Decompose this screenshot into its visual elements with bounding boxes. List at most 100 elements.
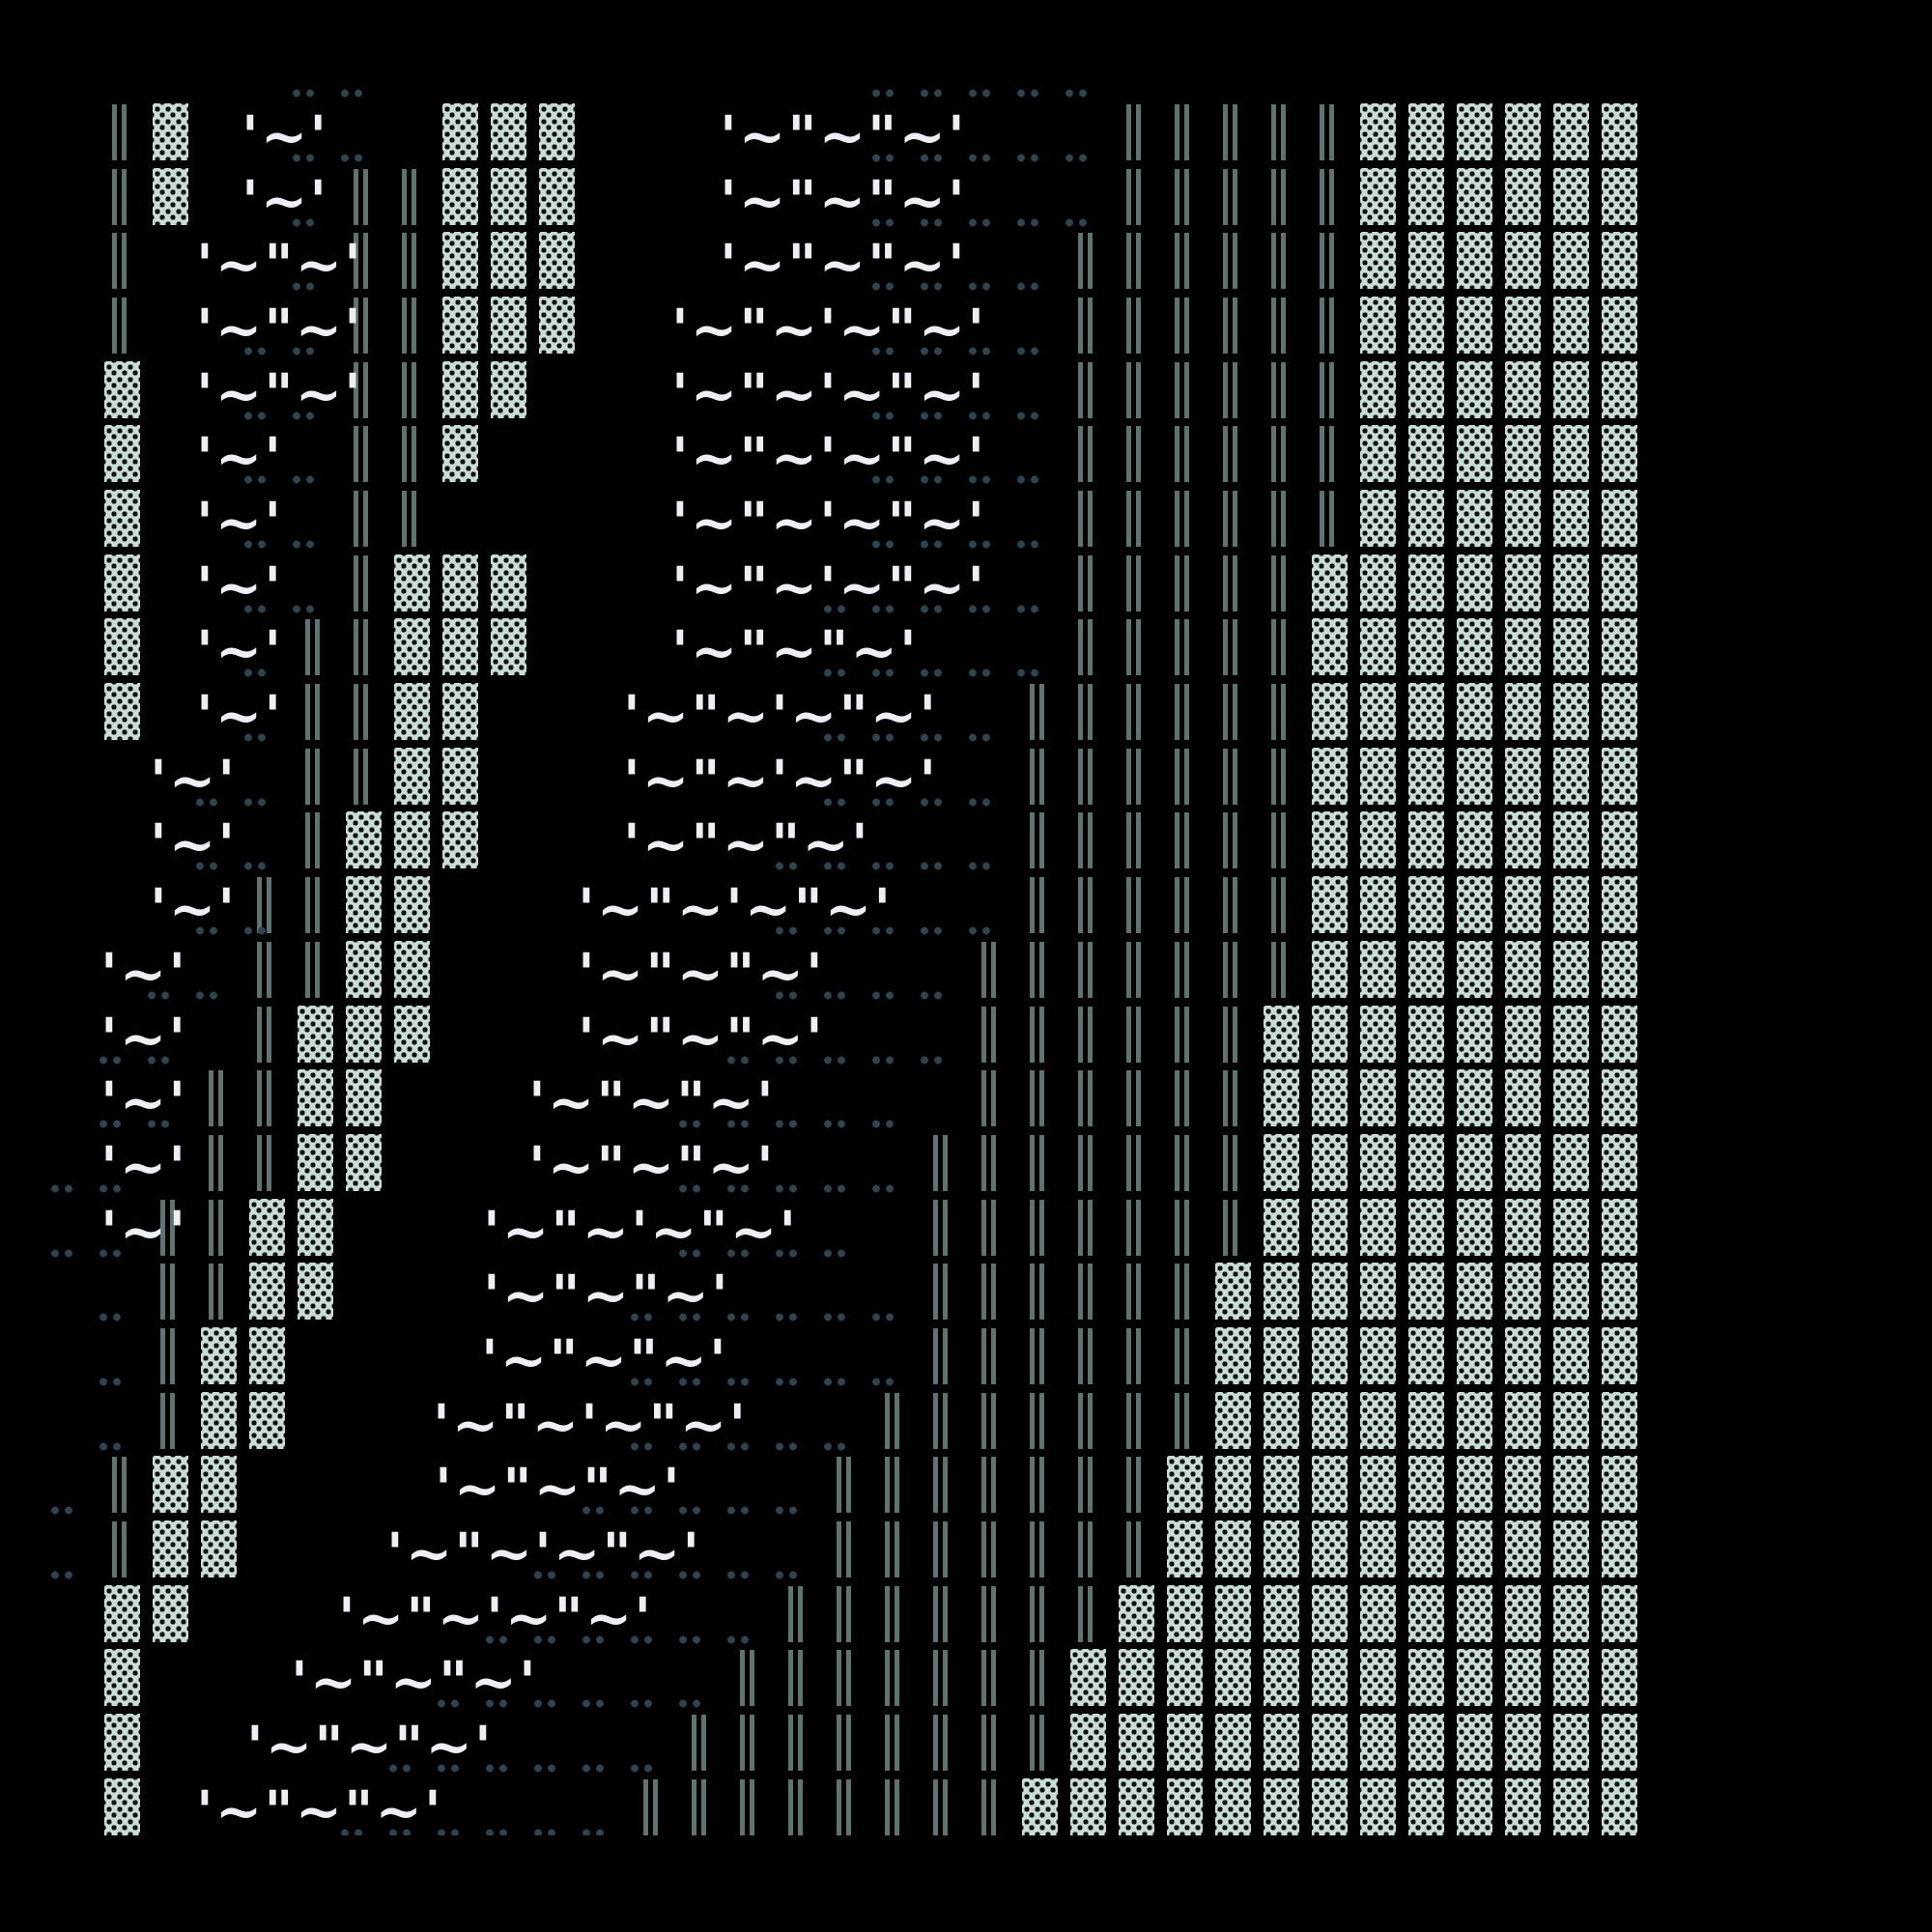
water-tile[interactable]: '~"~'~"~' — [623, 683, 939, 750]
shaded-terrain-tile[interactable] — [394, 683, 430, 741]
double-wall-tile[interactable] — [1126, 426, 1141, 483]
double-wall-tile[interactable] — [1175, 812, 1189, 869]
shaded-terrain-tile[interactable] — [1602, 554, 1637, 611]
double-wall-tile[interactable] — [1223, 168, 1237, 225]
ground-dots-tile[interactable] — [243, 347, 269, 356]
ground-dots-tile[interactable] — [292, 604, 317, 613]
double-wall-tile[interactable] — [1175, 426, 1189, 483]
ground-dots-tile[interactable] — [1016, 89, 1041, 99]
double-wall-tile[interactable] — [1175, 619, 1189, 676]
ground-dots-tile[interactable] — [726, 1634, 752, 1644]
shaded-terrain-tile[interactable] — [1457, 1520, 1492, 1577]
ground-dots-tile[interactable] — [968, 411, 993, 420]
double-wall-tile[interactable] — [740, 1715, 754, 1771]
double-wall-tile[interactable] — [1223, 298, 1237, 355]
double-wall-tile[interactable] — [1175, 1264, 1189, 1321]
double-wall-tile[interactable] — [1030, 1457, 1044, 1514]
ground-dots-tile[interactable] — [678, 1634, 703, 1644]
ground-dots-tile[interactable] — [968, 797, 993, 807]
double-wall-tile[interactable] — [1078, 1327, 1093, 1384]
double-wall-tile[interactable] — [1175, 1006, 1189, 1063]
shaded-terrain-tile[interactable] — [1408, 876, 1444, 934]
shaded-terrain-tile[interactable] — [1602, 1520, 1637, 1577]
shaded-terrain-tile[interactable] — [1360, 1584, 1396, 1642]
shaded-terrain-tile[interactable] — [1408, 554, 1444, 611]
ground-dots-tile[interactable] — [630, 1634, 655, 1644]
double-wall-tile[interactable] — [1320, 168, 1334, 225]
double-wall-tile[interactable] — [209, 1070, 223, 1127]
double-wall-tile[interactable] — [1126, 233, 1141, 290]
shaded-terrain-tile[interactable] — [1553, 167, 1589, 225]
double-wall-tile[interactable] — [1126, 1327, 1141, 1384]
shaded-terrain-tile[interactable] — [1602, 1263, 1637, 1321]
shaded-terrain-tile[interactable] — [346, 1133, 382, 1191]
ground-dots-tile[interactable] — [823, 1055, 848, 1065]
shaded-terrain-tile[interactable] — [539, 103, 575, 160]
shaded-terrain-tile[interactable] — [1553, 232, 1589, 290]
shaded-terrain-tile[interactable] — [1553, 554, 1589, 611]
double-wall-tile[interactable] — [933, 1778, 948, 1835]
double-wall-tile[interactable] — [837, 1715, 851, 1771]
shaded-terrain-tile[interactable] — [1505, 1133, 1541, 1191]
ground-dots-tile[interactable] — [630, 1699, 655, 1709]
double-wall-tile[interactable] — [1078, 298, 1093, 355]
shaded-terrain-tile[interactable] — [1505, 232, 1541, 290]
ground-dots-tile[interactable] — [485, 1634, 510, 1644]
water-tile[interactable]: '~"~'~"~' — [671, 297, 987, 363]
shaded-terrain-tile[interactable] — [104, 1649, 140, 1707]
double-wall-tile[interactable] — [112, 233, 127, 290]
double-wall-tile[interactable] — [402, 491, 416, 548]
double-wall-tile[interactable] — [1078, 1070, 1093, 1127]
shaded-terrain-tile[interactable] — [1264, 1069, 1299, 1127]
shaded-terrain-tile[interactable] — [1457, 618, 1492, 676]
shaded-terrain-tile[interactable] — [1457, 1133, 1492, 1191]
shaded-terrain-tile[interactable] — [1553, 1005, 1589, 1063]
double-wall-tile[interactable] — [354, 426, 368, 483]
double-wall-tile[interactable] — [1126, 619, 1141, 676]
shaded-terrain-tile[interactable] — [1408, 811, 1444, 869]
ground-dots-tile[interactable] — [678, 1441, 703, 1451]
shaded-terrain-tile[interactable] — [1360, 1133, 1396, 1191]
double-wall-tile[interactable] — [933, 1199, 948, 1256]
shaded-terrain-tile[interactable] — [1360, 1198, 1396, 1256]
shaded-terrain-tile[interactable] — [1457, 1649, 1492, 1707]
shaded-terrain-tile[interactable] — [1264, 1777, 1299, 1835]
shaded-terrain-tile[interactable] — [1264, 1263, 1299, 1321]
double-wall-tile[interactable] — [1126, 1392, 1141, 1449]
ground-dots-tile[interactable] — [871, 475, 896, 485]
double-wall-tile[interactable] — [981, 1006, 996, 1063]
shaded-terrain-tile[interactable] — [1602, 1714, 1637, 1771]
double-wall-tile[interactable] — [1126, 684, 1141, 741]
shaded-terrain-tile[interactable] — [201, 1520, 237, 1577]
shaded-terrain-tile[interactable] — [298, 1198, 333, 1256]
shaded-terrain-tile[interactable] — [1360, 1714, 1396, 1771]
shaded-terrain-tile[interactable] — [1457, 425, 1492, 483]
water-tile[interactable]: '~"~"~' — [291, 1649, 538, 1716]
shaded-terrain-tile[interactable] — [1457, 1005, 1492, 1063]
shaded-terrain-tile[interactable] — [153, 103, 188, 160]
double-wall-tile[interactable] — [981, 1520, 996, 1577]
double-wall-tile[interactable] — [257, 1070, 271, 1127]
shaded-terrain-tile[interactable] — [298, 1133, 333, 1191]
ground-dots-tile[interactable] — [1016, 475, 1041, 485]
shaded-terrain-tile[interactable] — [1408, 1391, 1444, 1449]
double-wall-tile[interactable] — [981, 1392, 996, 1449]
shaded-terrain-tile[interactable] — [1505, 1005, 1541, 1063]
shaded-terrain-tile[interactable] — [1312, 554, 1348, 611]
ground-dots-tile[interactable] — [823, 862, 848, 871]
double-wall-tile[interactable] — [1030, 1520, 1044, 1577]
shaded-terrain-tile[interactable] — [491, 103, 526, 160]
ground-dots-tile[interactable] — [920, 990, 945, 1000]
shaded-terrain-tile[interactable] — [1408, 747, 1444, 805]
ground-dots-tile[interactable] — [195, 862, 220, 871]
ground-dots-tile[interactable] — [871, 411, 896, 420]
double-wall-tile[interactable] — [305, 941, 320, 998]
double-wall-tile[interactable] — [112, 104, 127, 160]
double-wall-tile[interactable] — [1223, 812, 1237, 869]
double-wall-tile[interactable] — [1320, 233, 1334, 290]
shaded-terrain-tile[interactable] — [1457, 360, 1492, 418]
shaded-terrain-tile[interactable] — [1505, 1326, 1541, 1384]
ground-dots-tile[interactable] — [485, 1828, 510, 1835]
double-wall-tile[interactable] — [354, 748, 368, 805]
ground-dots-tile[interactable] — [292, 282, 317, 292]
